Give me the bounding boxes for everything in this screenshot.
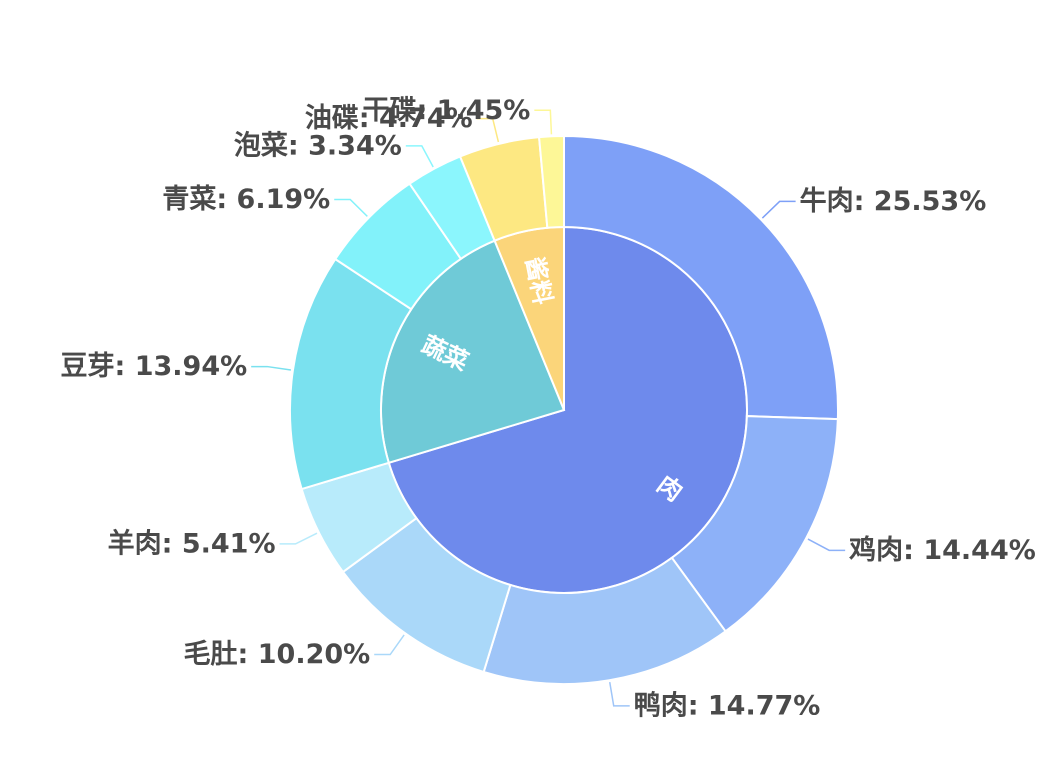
leader-lines [251,109,846,707]
outer-ring [289,134,839,685]
outer-slice-label: 鸭肉: 14.77% [634,690,821,721]
outer-slice-label: 羊肉: 5.41% [108,527,276,559]
outer-slice-label: 豆芽: 13.94% [61,351,248,382]
leader-line [608,682,630,707]
leader-line [334,198,368,217]
leader-line [374,634,405,656]
leader-line [761,200,796,219]
outer-slice-label: 干碟: 1.45% [362,95,530,126]
outer-slice [537,134,565,229]
outer-slice-label: 毛肚: 10.20% [184,639,371,670]
leader-line [534,109,553,135]
outer-slice-label: 鸡肉: 14.44% [848,535,1036,566]
outer-slice-label: 泡菜: 3.34% [234,129,402,161]
outer-slice-label: 油碟: 4.74% [305,103,473,134]
leader-line [807,538,846,552]
leader-line [251,365,292,371]
outer-slice-label: 牛肉: 25.53% [800,186,987,217]
leader-line [279,532,318,545]
inner-ring [380,225,748,594]
leader-line [405,145,434,168]
leader-line [476,117,500,143]
outer-slice-label: 青菜: 6.19% [162,184,330,215]
outer-labels: 牛肉: 25.53% 鸡肉: 14.44% 鸭肉: 14.77% 毛肚: 10.20%… [61,95,1036,722]
outer-slice [563,134,839,421]
